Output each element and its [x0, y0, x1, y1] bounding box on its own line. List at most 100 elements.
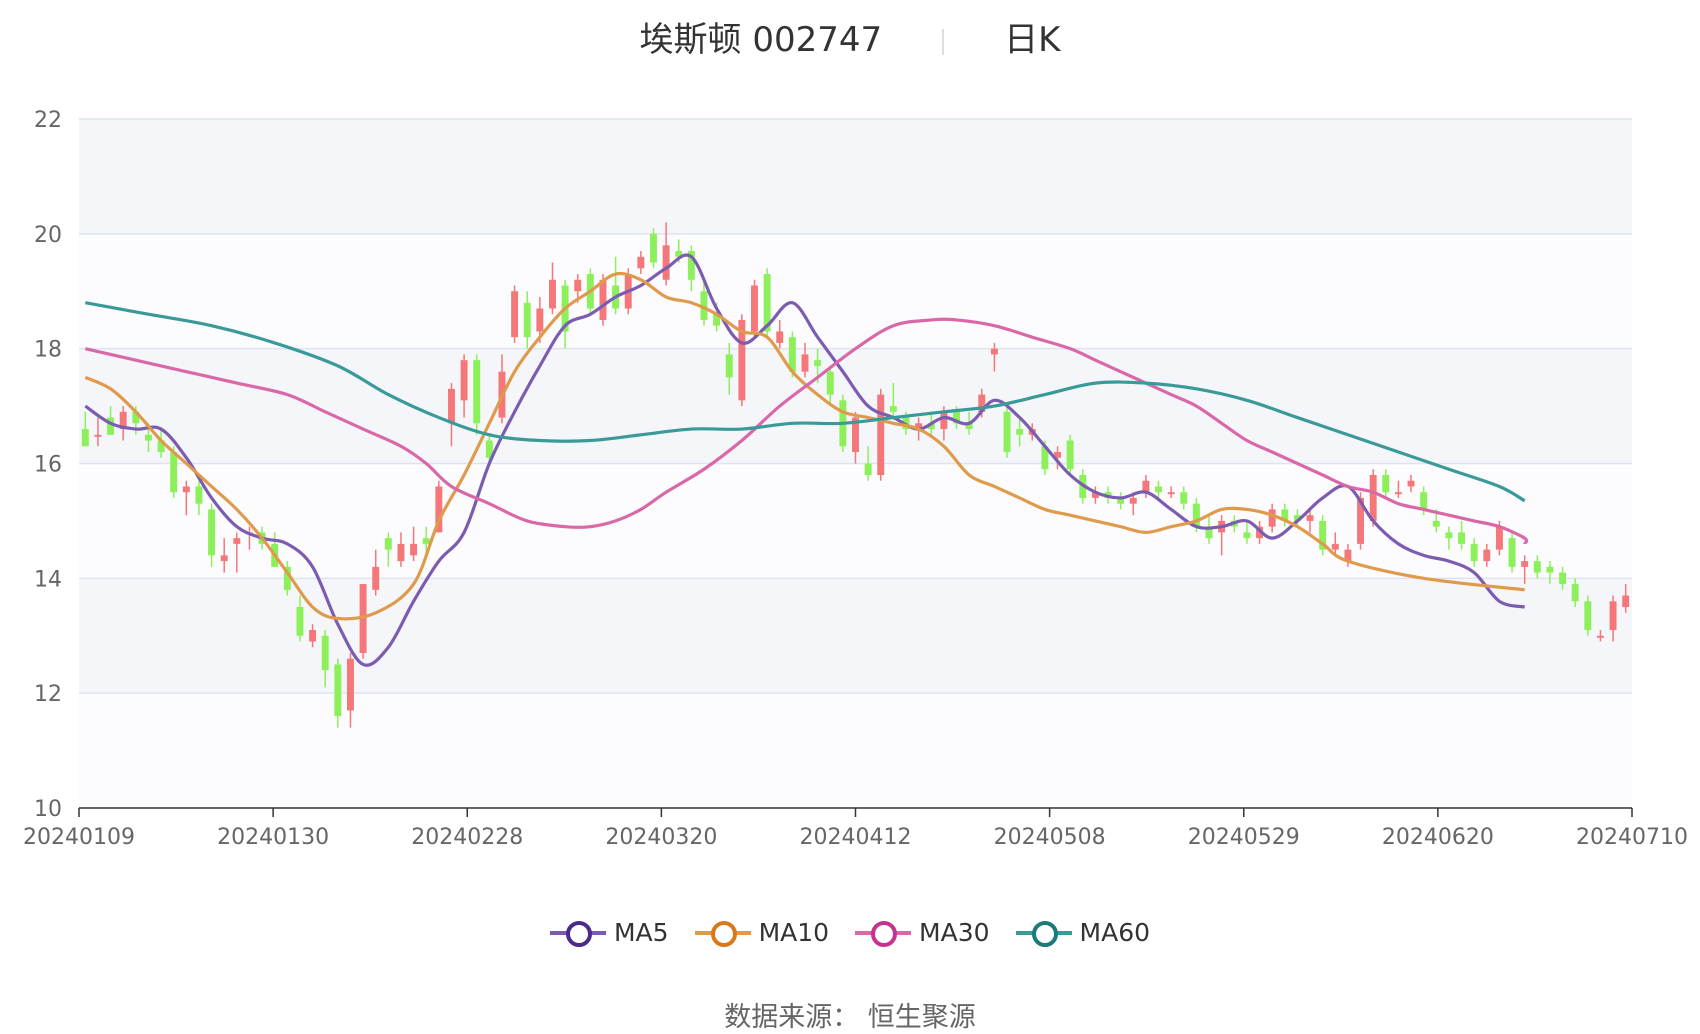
- candle-body: [1546, 566, 1554, 573]
- candle-body: [915, 423, 923, 430]
- candle: [549, 262, 556, 315]
- candle-body: [1243, 532, 1251, 539]
- candle: [170, 446, 178, 498]
- candle: [1268, 503, 1276, 533]
- candle-body: [1117, 497, 1125, 504]
- legend-marker-icon: [694, 920, 751, 947]
- candle: [1609, 595, 1617, 642]
- candle: [182, 480, 190, 516]
- candle: [1571, 578, 1579, 608]
- candle-body: [650, 233, 657, 263]
- candle: [397, 532, 405, 567]
- candle-body: [637, 256, 645, 269]
- legend-item-ma10[interactable]: MA10: [694, 918, 830, 947]
- candle: [725, 342, 733, 395]
- candle-body: [1622, 595, 1630, 608]
- candle-body: [309, 630, 317, 642]
- candle-body: [473, 360, 481, 424]
- candle: [119, 406, 127, 441]
- candle-body: [877, 394, 885, 475]
- candle-body: [788, 337, 796, 372]
- candle-body: [549, 279, 556, 309]
- candle-body: [826, 371, 834, 395]
- title-separator: [942, 28, 945, 55]
- candle: [751, 279, 758, 338]
- candle-body: [864, 463, 872, 475]
- candle: [1003, 406, 1011, 458]
- legend-marker-icon: [1015, 920, 1072, 947]
- candle-body: [182, 486, 190, 493]
- candle: [700, 279, 708, 326]
- candle: [1142, 474, 1150, 498]
- candle-body: [119, 411, 127, 430]
- candlestick-chart: 10 12 14 16 18 20 22 20240109 20240130 20240228 20…: [23, 108, 1688, 850]
- grid-band: [79, 233, 1632, 349]
- candle-body: [965, 423, 973, 430]
- candle: [852, 411, 859, 464]
- candle: [334, 658, 342, 728]
- y-tick-label: 22: [34, 108, 62, 133]
- candle: [1306, 509, 1314, 533]
- legend-item-ma60[interactable]: MA60: [1015, 918, 1150, 947]
- candle: [1596, 630, 1604, 642]
- candle: [1369, 469, 1377, 527]
- y-tick-label: 14: [34, 567, 62, 592]
- legend: MA5 MA10 MA30 MA60: [0, 918, 1700, 947]
- candle: [1546, 561, 1554, 585]
- candle-body: [144, 434, 152, 441]
- candle-body: [170, 452, 178, 493]
- candle: [81, 411, 89, 447]
- candle: [1167, 486, 1175, 498]
- candle-body: [1054, 452, 1061, 458]
- candle: [107, 406, 115, 435]
- candle-body: [410, 543, 418, 556]
- candle: [372, 549, 380, 596]
- candle: [1407, 474, 1415, 493]
- candle: [283, 561, 291, 596]
- x-tick-label: 20240109: [23, 825, 135, 850]
- x-tick-label: 20240529: [1188, 825, 1300, 850]
- candle: [1016, 417, 1024, 447]
- candle-body: [751, 285, 758, 332]
- candle-body: [1142, 480, 1150, 493]
- candle-body: [763, 274, 771, 332]
- candle-body: [574, 279, 582, 292]
- candle: [877, 388, 885, 481]
- candle: [208, 503, 216, 567]
- grid-band: [79, 693, 1632, 808]
- candle: [1458, 520, 1466, 550]
- candle-body: [1357, 497, 1365, 544]
- candle-body: [157, 440, 165, 453]
- legend-label: MA10: [758, 918, 830, 947]
- candle: [422, 526, 430, 556]
- candle-body: [1483, 549, 1491, 562]
- legend-label: MA5: [613, 918, 669, 947]
- candle-body: [1129, 497, 1137, 504]
- candle-body: [511, 291, 519, 338]
- candle-body: [599, 279, 607, 320]
- candle-body: [1470, 543, 1478, 562]
- candle: [473, 354, 481, 435]
- candle-body: [1559, 572, 1567, 585]
- candle: [195, 480, 203, 516]
- legend-marker-icon: [855, 920, 912, 947]
- candle: [738, 314, 746, 407]
- candle: [662, 222, 670, 286]
- x-tick-label: 20240130: [217, 825, 329, 850]
- candle-body: [1155, 486, 1162, 493]
- candle-body: [738, 319, 746, 401]
- candle: [94, 417, 102, 447]
- candle-body: [1066, 440, 1074, 470]
- candle-body: [725, 354, 733, 378]
- candle-body: [81, 429, 89, 447]
- candle-body: [1495, 526, 1503, 550]
- legend-item-ma30[interactable]: MA30: [855, 918, 990, 947]
- legend-item-ma5[interactable]: MA5: [549, 918, 669, 947]
- candle: [1533, 555, 1541, 579]
- candle: [1054, 446, 1061, 470]
- candle: [826, 365, 834, 407]
- candle: [410, 526, 418, 562]
- candle-body: [346, 658, 354, 711]
- candle: [1293, 509, 1301, 527]
- candle: [1622, 584, 1630, 613]
